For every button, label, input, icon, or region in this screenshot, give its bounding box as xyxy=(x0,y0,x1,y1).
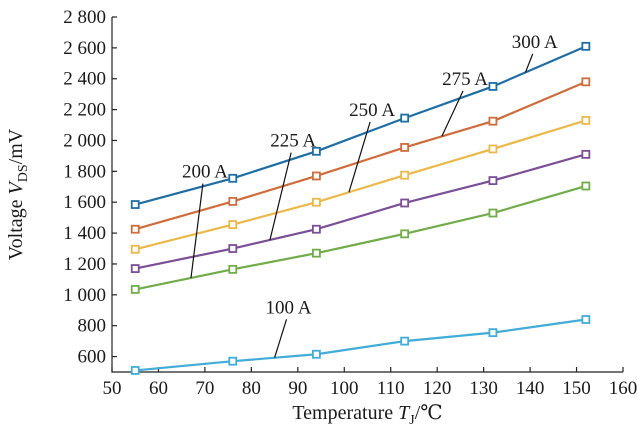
x-tick-label: 60 xyxy=(149,378,168,399)
x-tick-label: 120 xyxy=(423,378,452,399)
annotation-leader xyxy=(348,121,371,193)
annotation-leader xyxy=(274,319,288,358)
data-point xyxy=(400,229,410,239)
series-line xyxy=(134,119,587,251)
annotation-layer: 100 A 200 A 225 A 250 A 275 A 300 A xyxy=(182,32,558,358)
data-point xyxy=(228,173,238,183)
annotation-leader xyxy=(441,90,464,137)
y-tick-label: 1 200 xyxy=(63,254,106,275)
series-line xyxy=(135,318,586,372)
y-tick-label: 1 800 xyxy=(63,161,106,182)
data-point xyxy=(228,264,238,274)
data-point xyxy=(488,176,498,186)
series-225a xyxy=(130,149,591,273)
series-annotation: 200 A xyxy=(182,162,228,183)
x-tick-label: 80 xyxy=(242,378,261,399)
series-annotation: 250 A xyxy=(349,100,395,121)
series-250a xyxy=(130,116,591,254)
data-point xyxy=(311,197,321,207)
data-point xyxy=(311,171,321,181)
y-tick-label: 2 000 xyxy=(63,130,106,151)
y-tick-label: 2 200 xyxy=(63,100,106,121)
series-layer xyxy=(130,41,591,375)
series-300a xyxy=(130,41,591,209)
series-annotation: 275 A xyxy=(442,69,488,90)
series-annotation: 100 A xyxy=(266,297,312,318)
data-point xyxy=(311,248,321,258)
x-tick-label: 100 xyxy=(330,378,359,399)
data-point xyxy=(400,198,410,208)
x-tick-label: 130 xyxy=(469,378,498,399)
data-point xyxy=(581,41,591,51)
data-point xyxy=(488,208,498,218)
x-tick-label: 50 xyxy=(103,378,122,399)
y-tick-label: 2 600 xyxy=(63,38,106,59)
data-point xyxy=(581,315,591,324)
data-point xyxy=(400,170,410,180)
series-annotation: 300 A xyxy=(512,32,558,53)
x-axis-title: Temperature TJ/℃ xyxy=(292,402,442,428)
data-point xyxy=(228,197,238,206)
x-tick-label: 70 xyxy=(195,378,214,399)
data-point xyxy=(488,328,498,338)
y-tick-label: 1 600 xyxy=(63,192,106,213)
series-200a xyxy=(130,181,591,294)
annotation-leader xyxy=(269,152,292,241)
data-point xyxy=(581,77,591,87)
y-tick-label: 1 000 xyxy=(63,285,106,306)
x-tick-label: 110 xyxy=(377,378,405,399)
data-point xyxy=(488,116,498,126)
axis-frame xyxy=(111,17,623,373)
series-line xyxy=(134,80,587,231)
x-tick-label: 160 xyxy=(609,378,637,399)
y-tick-label: 600 xyxy=(78,347,107,368)
data-point xyxy=(228,244,238,253)
data-point xyxy=(488,82,498,91)
data-point xyxy=(228,356,238,366)
data-point xyxy=(488,144,498,154)
x-tick-label: 140 xyxy=(516,378,545,399)
x-tick-label: 150 xyxy=(562,378,591,399)
series-annotation: 225 A xyxy=(270,131,316,152)
axes: 50 60 70 80 90 100 110 120 130 140 150 160 600 800 1 0… xyxy=(63,7,637,399)
series-line xyxy=(134,45,587,206)
data-point xyxy=(400,113,410,123)
data-point xyxy=(311,224,321,234)
data-point xyxy=(581,181,591,191)
data-point xyxy=(400,336,410,346)
y-tick-label: 800 xyxy=(78,316,107,337)
y-axis-title: Voltage VDS/mV xyxy=(5,128,31,260)
annotation-leader xyxy=(190,183,204,279)
data-point xyxy=(130,366,140,375)
data-point xyxy=(400,143,410,152)
series-275a xyxy=(130,77,591,234)
data-point xyxy=(228,220,238,229)
x-tick-label: 90 xyxy=(288,378,307,399)
y-tick-label: 2 400 xyxy=(63,69,106,90)
data-point xyxy=(130,224,140,234)
series-line xyxy=(135,184,587,291)
y-tick-label: 1 400 xyxy=(63,223,106,244)
data-point xyxy=(130,264,140,273)
data-point xyxy=(581,116,591,125)
y-tick-label: 2 800 xyxy=(63,7,106,28)
data-point xyxy=(130,285,140,294)
data-point xyxy=(311,146,321,156)
annotation-leader xyxy=(524,53,534,73)
data-point xyxy=(311,349,321,359)
series-line xyxy=(135,153,587,270)
data-point xyxy=(130,244,140,254)
data-point xyxy=(130,200,140,209)
series-100a xyxy=(130,315,591,375)
data-point xyxy=(581,149,591,159)
